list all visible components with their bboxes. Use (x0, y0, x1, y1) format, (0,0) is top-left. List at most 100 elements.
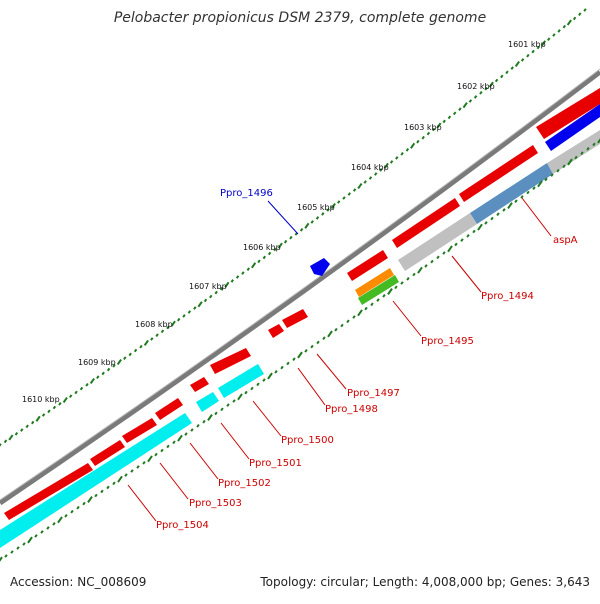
scale-dot (586, 146, 590, 151)
scale-dot (421, 135, 425, 140)
scale-dot (507, 202, 513, 210)
scale-dot (531, 49, 535, 54)
scale-dot (363, 180, 367, 184)
scale-dot (235, 275, 240, 279)
scale-dot (250, 386, 254, 391)
scale-dot (273, 247, 277, 252)
genome-summary-label: Topology: circular; Length: 4,008,000 bp… (260, 575, 590, 589)
cds-block (210, 348, 251, 374)
scale-dot (436, 255, 440, 260)
gene-label-ppro-1496[interactable]: Ppro_1496 (220, 188, 273, 199)
scale-dot (574, 155, 578, 160)
gene-label-ppro-1494[interactable]: Ppro_1494 (481, 291, 534, 302)
scale-dot (562, 24, 566, 29)
scale-dot (277, 242, 283, 249)
scale-dot (547, 37, 551, 42)
scale-dot (136, 465, 140, 469)
scale-dot (89, 377, 95, 385)
cds-block (268, 324, 284, 338)
gene-label-ppro-1497[interactable]: Ppro_1497 (347, 388, 400, 399)
scale-dot (550, 173, 554, 177)
scale-dot (8, 434, 14, 441)
scale-tick-label: 1601 kbp (508, 40, 546, 49)
scale-dot (69, 394, 73, 399)
scale-dot (283, 239, 288, 244)
scale-dot (532, 186, 536, 191)
scale-dot (87, 496, 93, 503)
gene-label-ppro-1495[interactable]: Ppro_1495 (421, 336, 474, 347)
scale-dot (526, 190, 530, 195)
scale-dot (536, 45, 540, 50)
cds-block (347, 250, 388, 281)
scale-dot (10, 550, 14, 554)
gene-label-ppro-1503[interactable]: Ppro_1503 (189, 498, 242, 509)
scale-dot (128, 352, 132, 357)
scale-dot (416, 139, 420, 144)
scale-dot (257, 259, 261, 264)
scale-dot (552, 33, 556, 37)
forward-cds-track (4, 88, 600, 520)
scale-dot (34, 534, 38, 538)
scale-dot (442, 119, 446, 124)
scale-dot (424, 264, 428, 268)
scale-dot (31, 420, 35, 425)
gene-label-aspa[interactable]: aspA (553, 235, 578, 246)
scale-dot (488, 81, 494, 88)
cds-block (4, 463, 93, 520)
scale-dot (304, 222, 310, 229)
scale-dot (321, 212, 325, 216)
cds-block (536, 88, 600, 139)
scale-dot (14, 431, 19, 436)
gene-label-ppro-1502[interactable]: Ppro_1502 (218, 478, 271, 489)
scale-dot (230, 279, 234, 283)
scale-dot (580, 151, 584, 156)
scale-dot (267, 372, 273, 380)
scale-tick-label: 1605 kbp (297, 203, 335, 212)
scale-dot (426, 131, 431, 136)
scale-dot (370, 302, 374, 307)
gene-label-ppro-1500[interactable]: Ppro_1500 (281, 435, 334, 446)
scale-dot (47, 409, 51, 414)
scale-dot (232, 399, 236, 403)
scale-dot (4, 554, 8, 558)
scale-dot (274, 369, 278, 374)
scale-dot (436, 122, 442, 129)
scale-dot (246, 267, 250, 272)
scale-dot (500, 74, 504, 79)
genome-backbone-highlight (0, 68, 600, 501)
scale-tick-label: 1607 kbp (189, 282, 227, 291)
scale-dot (447, 245, 453, 253)
scale-dot (544, 177, 548, 182)
scale-dot (520, 195, 524, 199)
scale-dot (197, 301, 203, 308)
scale-dot (82, 501, 86, 506)
scale-tick-label: 1608 kbp (135, 320, 173, 329)
gene-label-ppro-1504[interactable]: Ppro_1504 (156, 520, 209, 531)
scale-dot (502, 208, 506, 212)
scale-dot (96, 375, 100, 380)
scale-dot (383, 162, 389, 169)
scale-dot (466, 233, 470, 238)
gene-label-ppro-1498[interactable]: Ppro_1498 (325, 404, 378, 415)
scale-dot (62, 396, 68, 404)
cds-block (122, 418, 157, 443)
scale-dot (395, 156, 399, 160)
cds-block (155, 398, 183, 420)
gc-block-orange (355, 268, 394, 297)
scale-dot (387, 288, 393, 295)
scale-dot (400, 151, 404, 156)
scale-dot (177, 317, 181, 322)
scale-dot (572, 16, 577, 21)
gc-block-green (358, 275, 399, 305)
scale-dot (484, 221, 488, 225)
scale-dot (410, 142, 416, 149)
scale-dot (57, 516, 63, 524)
scale-dot (224, 281, 230, 288)
label-leader-line (521, 197, 552, 237)
scale-dot (496, 212, 500, 217)
gene-label-ppro-1501[interactable]: Ppro_1501 (249, 458, 302, 469)
scale-dot (160, 329, 165, 334)
scale-tick-label: 1603 kbp (404, 123, 442, 132)
scale-dot (76, 505, 80, 510)
